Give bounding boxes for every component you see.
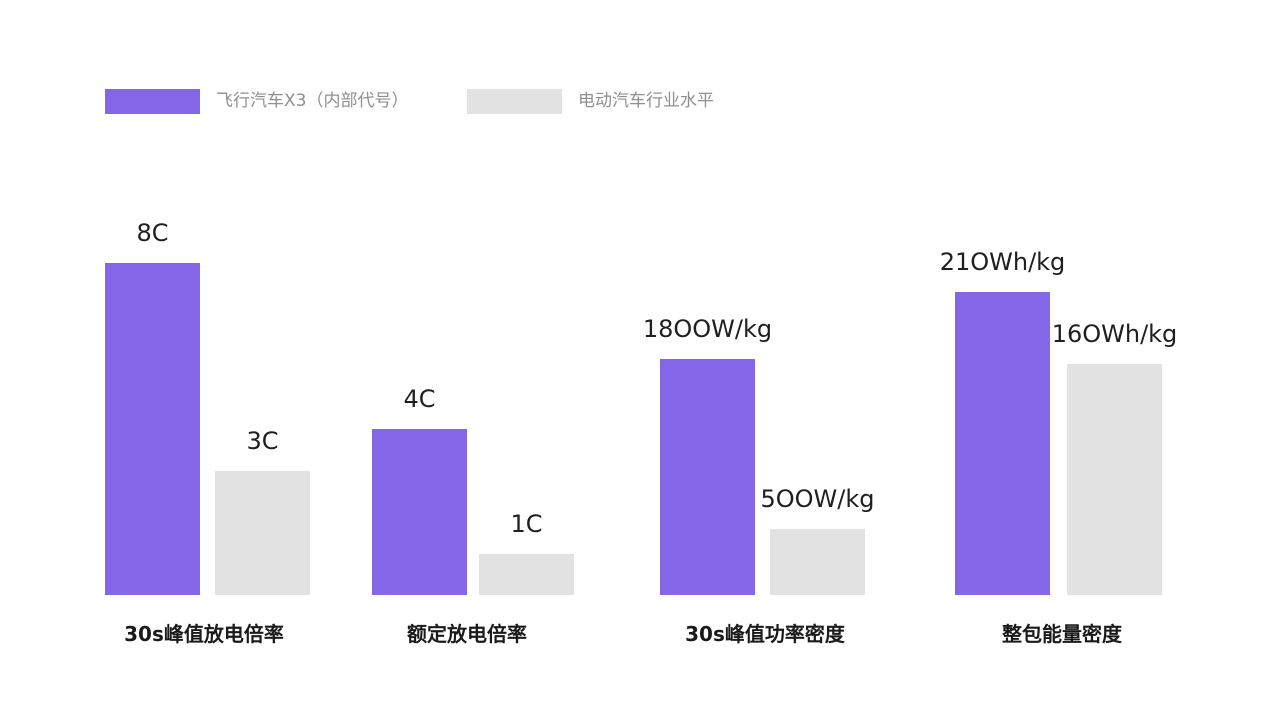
bar-x3 [105, 263, 200, 595]
bar-industry [770, 529, 865, 595]
category-label: 30s峰值放电倍率 [124, 622, 284, 646]
bar-industry [1067, 364, 1162, 595]
bar-industry [479, 553, 574, 595]
data-label-x3: 8C [136, 219, 169, 247]
bar-x3 [955, 292, 1050, 595]
data-label-x3: 4C [403, 385, 436, 413]
bar-x3 [660, 359, 755, 595]
bar-industry [215, 470, 310, 595]
data-label-x3: 18OOW/kg [642, 315, 773, 343]
data-label-industry: 5OOW/kg [760, 485, 875, 514]
legend-swatch-x3 [105, 89, 200, 114]
data-label-industry: 16OWh/kg [1051, 320, 1178, 349]
legend-label-industry: 电动汽车行业水平 [578, 91, 714, 111]
legend-swatch-industry [467, 89, 562, 114]
category-label: 额定放电倍率 [407, 622, 527, 646]
data-label-industry: 3C [246, 426, 279, 455]
category-label: 整包能量密度 [1002, 622, 1122, 646]
category-label: 30s峰值功率密度 [685, 622, 845, 646]
legend-label-x3: 飞行汽车X3（内部代号） [216, 91, 409, 111]
bar-x3 [372, 429, 467, 595]
data-label-industry: 1C [510, 509, 543, 538]
data-label-x3: 21OWh/kg [939, 248, 1066, 276]
